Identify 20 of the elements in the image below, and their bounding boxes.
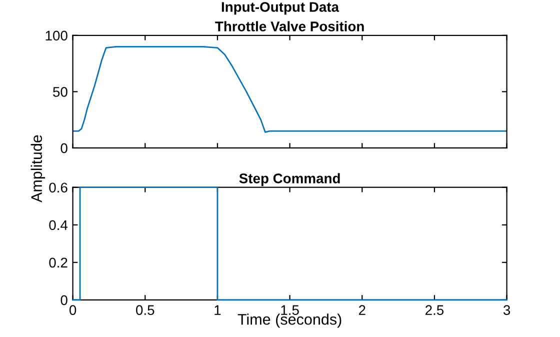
- chart-title: Step Command: [239, 173, 340, 186]
- y-tick-label: 0.4: [49, 220, 68, 230]
- y-axis-title: Amplitude: [30, 135, 46, 202]
- y-tick-label: 100: [46, 30, 68, 41]
- y-tick-label: 50: [53, 87, 68, 97]
- x-tick-label: 0.5: [136, 305, 154, 315]
- x-tick-label: 2.5: [426, 305, 444, 315]
- y-tick-label: 0.6: [49, 182, 68, 193]
- y-tick-label: 0: [60, 295, 68, 306]
- text: Input-Output Data: [222, 2, 340, 15]
- x-axis-title: Time (seconds): [238, 314, 342, 328]
- x-tick-label: 1.5: [281, 305, 299, 315]
- x-tick-label: 3: [503, 305, 510, 315]
- y-tick-label: 0.2: [49, 258, 68, 268]
- x-tick-label: 2: [358, 305, 366, 315]
- x-tick-label: 1: [214, 305, 221, 315]
- y-tick-label: 0: [60, 143, 68, 154]
- chart-title: Throttle Valve Position: [215, 21, 364, 32]
- line-series: [72, 46, 507, 133]
- x-tick-label: 0: [69, 305, 76, 315]
